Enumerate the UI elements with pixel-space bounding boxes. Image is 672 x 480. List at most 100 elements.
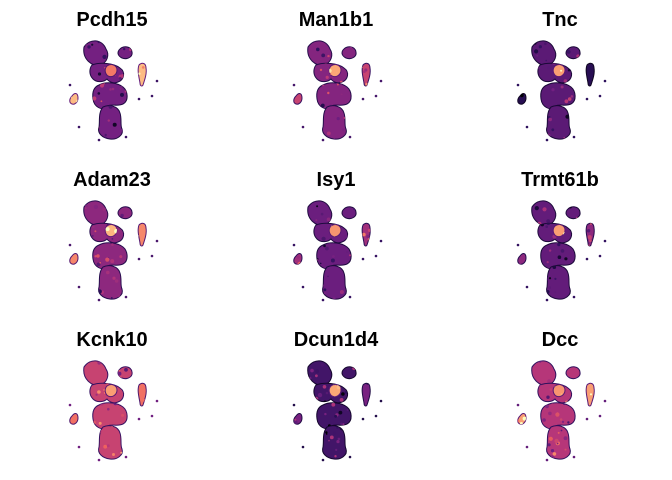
cell-point [132,64,134,66]
cell-point [579,139,583,143]
cell-point [300,49,303,52]
cell-point [537,105,540,108]
cell-point [520,135,524,139]
cell-point [543,284,547,288]
cell-point [124,405,126,407]
cell-point [290,79,294,83]
cell-point [139,407,143,411]
cell-point [524,276,528,280]
cell-point [517,223,519,225]
cell-point [306,404,309,407]
cell-point [363,120,367,124]
cell-point [352,300,356,304]
cell-point [351,122,355,126]
cell-point [91,143,93,145]
cell-point [530,108,534,112]
cell-point [536,305,538,307]
cell-point [107,143,111,147]
cell-point [351,123,355,127]
cell-point [141,66,145,69]
cell-point [137,453,140,456]
cell-point [358,45,361,48]
cell-point [136,284,138,286]
cell-point [81,99,83,101]
cell-point [366,259,370,263]
cell-point [135,442,137,444]
cell-point [368,371,370,373]
cell-point [555,203,558,206]
cell-point [359,380,361,382]
cell-point [313,81,317,85]
cell-point [311,285,313,287]
cell-point [81,255,83,257]
cell-point [334,207,338,211]
cell-point [140,434,143,437]
cell-point [349,289,352,292]
cell-point [77,365,79,367]
cell-point [304,49,307,52]
cell-point [320,212,324,216]
cell-point [71,123,75,127]
cell-point [539,285,543,289]
cell-point [300,59,304,63]
cell-point [124,228,126,230]
cell-point [522,116,526,120]
cell-point [591,84,595,88]
cell-point [125,116,128,119]
outlier-cell-point [124,455,128,459]
cell-point [350,439,353,442]
cell-point [514,130,517,133]
cell-point [142,117,145,120]
cell-point [554,47,556,50]
cell-point [129,429,131,431]
cell-point [68,204,71,207]
cell-point [87,45,91,49]
cell-point [584,100,587,103]
cell-point [366,234,371,239]
cell-point [520,271,523,274]
cell-point [366,47,370,51]
cell-point [315,282,319,286]
cell-point [523,130,525,132]
cell-point [319,124,321,126]
cell-point [70,203,72,205]
cell-point [584,235,587,238]
cell-point [350,286,354,290]
cell-point [520,120,524,124]
cell-point [135,458,138,461]
cell-point [67,292,71,296]
cell-point [590,135,592,137]
cell-point [109,52,111,54]
cell-point [309,450,313,454]
cell-point [524,209,526,211]
cell-point [357,98,359,100]
cell-point [303,200,307,204]
cell-point [66,130,68,132]
cell-point [327,139,330,142]
cell-point [106,461,110,465]
cell-point [143,437,145,439]
cell-point [578,245,581,248]
cell-point [363,130,367,134]
cell-point [117,138,120,141]
cell-point [305,279,309,283]
cell-point [563,136,566,139]
cell-point [584,113,588,117]
cell-point [137,301,140,304]
cell-point [71,68,75,72]
cell-point [318,115,320,117]
cell-point [575,126,578,129]
cell-point [531,65,534,68]
cell-point [128,83,131,86]
cell-point [127,397,129,399]
cell-point [515,248,517,250]
cell-point [352,68,355,71]
cell-point [310,230,314,234]
cell-point [93,293,96,296]
cell-point [88,123,92,127]
cell-point [316,144,319,147]
cell-point [303,56,306,59]
cell-point [140,412,142,414]
cell-point [135,384,138,387]
feature-panel: Pcdh15 [66,9,159,147]
